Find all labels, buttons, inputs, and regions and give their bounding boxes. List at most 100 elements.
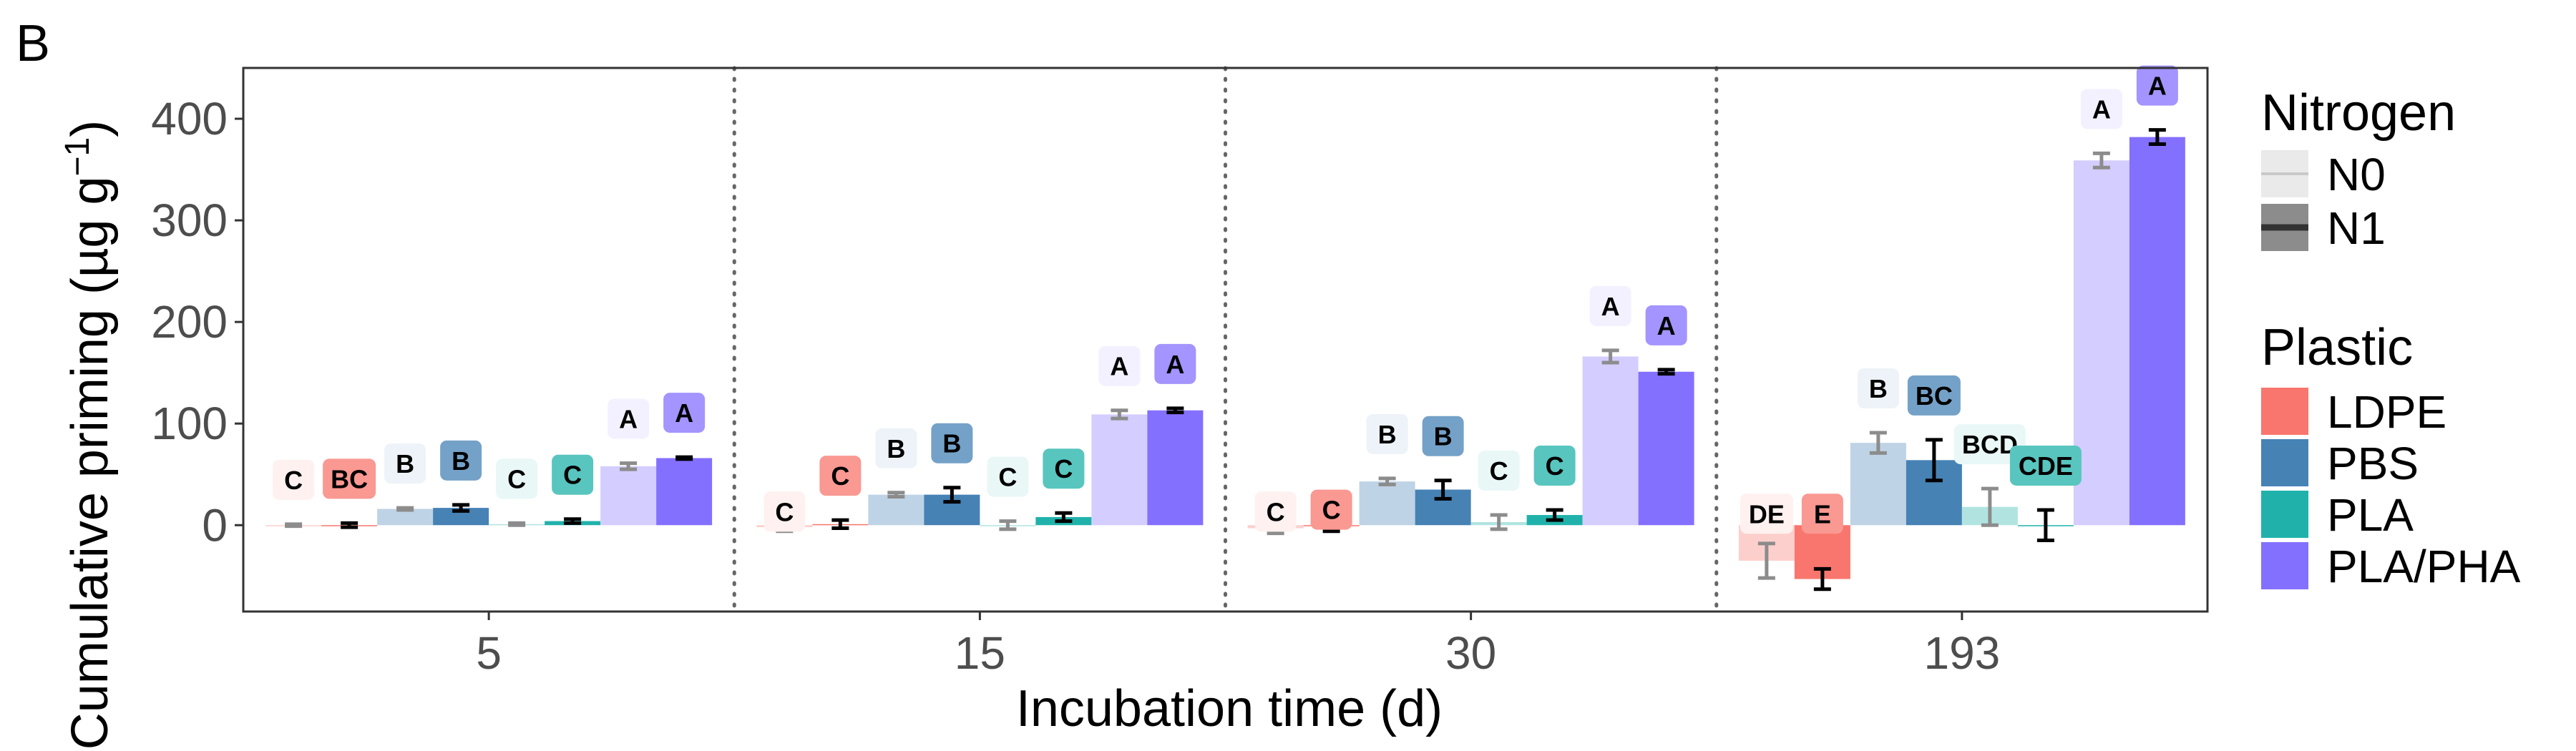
significance-label: A [663, 393, 706, 433]
significance-label: C [763, 491, 806, 532]
significance-label: C [1043, 448, 1085, 489]
legend-key-plastic [2261, 439, 2308, 486]
bar-pbs-n0 [868, 494, 924, 526]
error-bar [1166, 406, 1184, 415]
svg-text:B: B [1869, 374, 1888, 403]
x-axis-title: Incubation time (d) [1016, 680, 1443, 737]
y-axis-title-close: ) [62, 120, 119, 137]
bar-pla-pha-n0 [1091, 414, 1148, 526]
error-bar [1657, 368, 1675, 376]
svg-text:C: C [831, 461, 849, 491]
significance-label: BC [1907, 375, 1961, 416]
x-tick-label: 193 [1923, 627, 2000, 679]
bar-pla-pha-n0 [2073, 160, 2129, 526]
y-tick-label: 300 [151, 195, 228, 246]
svg-text:B: B [396, 449, 414, 478]
svg-text:C: C [1267, 497, 1285, 526]
svg-text:C: C [1054, 454, 1073, 484]
svg-text:C: C [775, 497, 794, 526]
svg-text:B: B [942, 429, 961, 458]
svg-text:E: E [1814, 499, 1831, 529]
significance-label: B [1422, 416, 1464, 456]
x-tick-label: 30 [1445, 627, 1496, 679]
legend-label-plastic: PBS [2327, 438, 2419, 489]
error-bar [1925, 438, 1943, 483]
error-bar [564, 517, 582, 525]
plot-border [242, 67, 2209, 613]
error-bar [620, 461, 638, 471]
bar-pbs-n0 [377, 509, 434, 526]
legend-label-nitrogen: N1 [2327, 202, 2386, 254]
significance-label: C [273, 459, 315, 500]
error-bar [1981, 486, 1999, 527]
svg-text:A: A [1166, 350, 1184, 379]
svg-text:C: C [1490, 456, 1508, 486]
y-tick-label: 100 [151, 398, 228, 449]
legend-label-plastic: PLA/PHA [2327, 541, 2521, 592]
significance-label: BC [323, 458, 376, 499]
svg-text:A: A [619, 405, 638, 434]
significance-label: C [1310, 489, 1352, 530]
bar-pla-pha-n0 [600, 466, 657, 526]
error-bar [2148, 128, 2166, 147]
bar-pla-pha-n1 [1638, 371, 1694, 526]
significance-label: C [987, 456, 1029, 497]
x-tick-label: 15 [955, 627, 1005, 679]
significance-label: CDE [2009, 445, 2082, 486]
bar-pla-pha-n1 [656, 458, 713, 526]
error-bar [1111, 408, 1128, 421]
error-bar [675, 455, 693, 461]
svg-text:C: C [507, 464, 526, 494]
svg-text:B: B [887, 434, 905, 463]
error-bar [341, 521, 358, 529]
significance-label: C [819, 456, 862, 496]
y-axis-title-main: Cumulative priming (µg g [62, 176, 119, 750]
error-bar [2036, 508, 2054, 543]
significance-label: E [1801, 494, 1843, 534]
svg-text:A: A [1601, 292, 1620, 321]
significance-label: C [1478, 451, 1520, 491]
error-bar [1757, 541, 1775, 580]
svg-text:B: B [1434, 422, 1453, 451]
significance-label: B [1857, 368, 1899, 408]
error-bar [1546, 508, 1563, 522]
legend-label-plastic: PLA [2327, 489, 2414, 541]
significance-label: B [875, 428, 917, 468]
y-tick-label: 200 [151, 296, 228, 348]
legend-label-nitrogen: N0 [2327, 149, 2386, 200]
significance-label: B [1366, 413, 1408, 454]
legend-key-plastic [2261, 491, 2308, 538]
significance-label: C [1254, 491, 1297, 532]
x-tick-label: 5 [476, 627, 502, 679]
significance-label: A [1589, 285, 1631, 326]
legend-key-plastic [2261, 542, 2308, 589]
error-bar [1490, 513, 1508, 531]
bar-pbs-n0 [1359, 481, 1415, 526]
bar-pbs-n0 [1850, 443, 1906, 526]
svg-text:C: C [563, 461, 582, 490]
significance-label: C [1533, 445, 1576, 486]
svg-text:BCD: BCD [1962, 430, 2018, 459]
error-bar [943, 486, 961, 504]
error-bar [396, 506, 414, 512]
significance-label: A [2080, 89, 2122, 129]
significance-label: A [608, 398, 650, 439]
error-bar [1055, 511, 1073, 524]
svg-text:A: A [1110, 352, 1128, 381]
svg-text:A: A [675, 398, 693, 428]
y-axis-title-superscript: −1 [59, 137, 97, 177]
svg-text:B: B [452, 446, 470, 476]
significance-label: C [552, 454, 594, 495]
svg-text:B: B [1378, 420, 1397, 449]
panel-tag: B [16, 15, 50, 72]
error-bar [1378, 476, 1396, 486]
svg-text:C: C [998, 463, 1017, 492]
y-tick-label: 400 [151, 93, 228, 144]
significance-label: A [1154, 343, 1196, 384]
y-axis-title: Cumulative priming (µg g−1) [59, 120, 119, 750]
legend-title-nitrogen: Nitrogen [2261, 84, 2456, 142]
y-tick-label: 0 [202, 499, 228, 551]
error-bar [831, 518, 849, 531]
